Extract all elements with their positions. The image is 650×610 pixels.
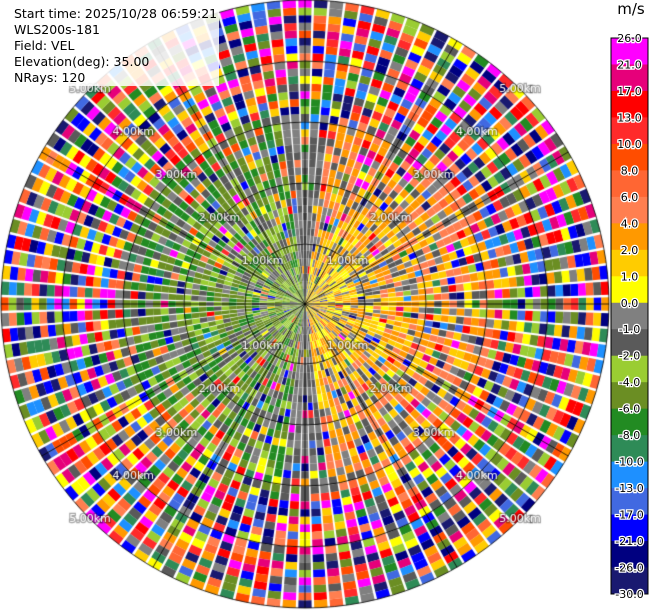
colorbar-swatch — [611, 117, 648, 145]
colorbar-swatch — [611, 382, 648, 410]
nrays-label: NRays: 120 — [14, 70, 86, 85]
colorbar-swatch — [611, 461, 648, 489]
colorbar-swatch — [611, 541, 648, 569]
colorbar-tick-label: -2.0 — [619, 350, 640, 363]
colorbar-tick-label: 6.0 — [621, 191, 639, 204]
colorbar-tick-label: -4.0 — [619, 376, 640, 389]
station-label: WLS200s-181 — [14, 22, 100, 37]
colorbar-tick-label: -30.0 — [615, 588, 643, 601]
colorbar-swatch — [611, 355, 648, 383]
colorbar-unit: m/s — [617, 0, 645, 18]
colorbar-tick-label: -26.0 — [615, 562, 643, 575]
field-label: Field: VEL — [14, 38, 75, 53]
colorbar-swatch — [611, 143, 648, 171]
colorbar-swatch — [611, 514, 648, 542]
colorbar-swatch — [611, 170, 648, 198]
colorbar-tick-label: -21.0 — [615, 535, 643, 548]
colorbar-swatch — [611, 567, 648, 595]
colorbar-tick-label: 4.0 — [621, 217, 639, 230]
colorbar-swatch — [611, 249, 648, 277]
colorbar-tick-label: 17.0 — [617, 85, 642, 98]
colorbar-tick-label: 0.0 — [621, 297, 639, 310]
colorbar-swatch — [611, 38, 648, 65]
colorbar-tick-label: 8.0 — [621, 164, 639, 177]
colorbar-swatch — [611, 329, 648, 357]
colorbar-tick-label: 26.0 — [617, 32, 642, 45]
info-panel: Start time: 2025/10/28 06:59:21 WLS200s-… — [12, 6, 220, 86]
colorbar-tick-label: -6.0 — [619, 403, 640, 416]
colorbar-tick-label: -17.0 — [615, 509, 643, 522]
colorbar-frame — [610, 37, 649, 595]
elevation-label: Elevation(deg): 35.00 — [14, 54, 150, 69]
colorbar-swatch — [611, 302, 648, 330]
colorbar-swatch — [611, 488, 648, 516]
colorbar-tick-label: -1.0 — [619, 323, 640, 336]
colorbar-swatch — [611, 196, 648, 224]
colorbar-tick-label: 1.0 — [621, 270, 639, 283]
colorbar-swatch — [611, 90, 648, 118]
colorbar-tick-label: -10.0 — [615, 456, 643, 469]
colorbar-tick-label: 21.0 — [617, 58, 642, 71]
colorbar-tick-label: 2.0 — [621, 244, 639, 257]
start-time-label: Start time: 2025/10/28 06:59:21 — [14, 6, 218, 21]
colorbar-tick-label: -13.0 — [615, 482, 643, 495]
colorbar: 26.0 21.0 17.0 13.0 10.0 8.0 6.0 4.0 2.0 1.0 0.0 -1… — [610, 31, 649, 602]
colorbar-tick-label: -8.0 — [619, 429, 640, 442]
colorbar-swatch — [611, 408, 648, 436]
colorbar-swatch — [611, 276, 648, 304]
colorbar-swatch — [611, 64, 648, 92]
colorbar-swatch — [611, 435, 648, 463]
colorbar-swatch — [611, 223, 648, 251]
colorbar-tick-label: 13.0 — [617, 111, 642, 124]
colorbar-tick-label: 10.0 — [617, 138, 642, 151]
